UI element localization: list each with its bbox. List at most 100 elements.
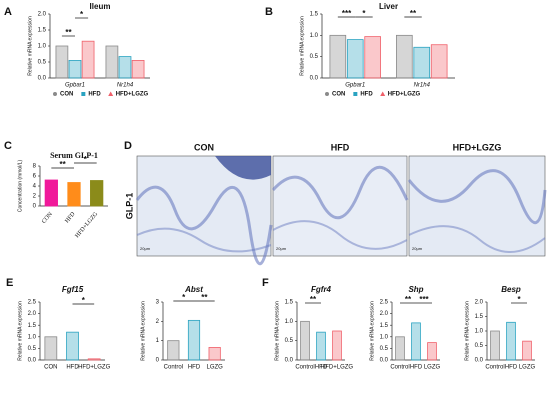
x-tick-label: HFD xyxy=(64,211,77,225)
x-tick-label: LGZG xyxy=(519,365,536,371)
chart-title: Besp xyxy=(501,285,521,294)
significance-label: ** xyxy=(60,160,67,169)
y-tick-label: 2.5 xyxy=(380,300,389,306)
legend-label: CON xyxy=(60,92,73,98)
legend-marker xyxy=(81,92,86,96)
legend-label: HFD xyxy=(88,92,101,98)
y-tick-label: 0.5 xyxy=(28,346,37,352)
x-tick-label: HFD xyxy=(505,365,518,371)
y-tick-label: 0.5 xyxy=(38,60,47,66)
chart-title: Ileum xyxy=(90,2,111,11)
y-tick-label: 2 xyxy=(156,319,160,325)
legend-marker xyxy=(325,92,329,96)
y-tick-label: 6 xyxy=(33,174,37,180)
chart-title: Abst xyxy=(184,285,203,294)
bar xyxy=(187,319,201,361)
y-tick-label: 0.0 xyxy=(475,358,484,364)
chart-title: Shp xyxy=(408,285,423,294)
y-axis-label: Relative mRNA expression xyxy=(27,16,33,76)
y-tick-label: 0.0 xyxy=(285,358,294,364)
significance-label: ** xyxy=(405,295,412,304)
y-tick-label: 1.0 xyxy=(310,33,319,39)
x-tick-label: Gpbar1 xyxy=(65,83,85,89)
x-tick-label: HFD xyxy=(66,365,79,371)
x-tick-label: HFD xyxy=(410,365,423,371)
y-tick-label: 1.0 xyxy=(380,334,389,340)
image-column-label: HFD+LGZG xyxy=(453,142,502,152)
bar xyxy=(90,180,104,207)
x-tick-label: HFD xyxy=(188,365,201,371)
y-tick-label: 1.5 xyxy=(285,300,294,306)
significance-label: ** xyxy=(65,28,72,37)
x-tick-label: LGZG xyxy=(206,365,223,371)
significance-label: *** xyxy=(419,295,429,304)
bar xyxy=(430,44,448,79)
panel-letter: F xyxy=(262,277,269,289)
panel-letter: C xyxy=(4,140,12,152)
y-tick-label: 2 xyxy=(33,194,37,200)
micrograph xyxy=(135,155,273,266)
x-tick-label: LGZG xyxy=(424,365,441,371)
x-tick-label: HFD+LGZG xyxy=(321,365,354,371)
x-tick-label: HFD+LGZG xyxy=(78,365,111,371)
scale-bar-label: 20μm xyxy=(412,246,423,251)
y-tick-label: 0.0 xyxy=(380,358,389,364)
y-axis-label: Relative mRNA expression xyxy=(274,301,280,361)
legend-label: CON xyxy=(332,92,345,98)
y-axis-label: Relative mRNA expression xyxy=(299,16,305,76)
legend-marker xyxy=(380,91,386,96)
y-tick-label: 1.5 xyxy=(28,323,37,329)
significance-label: * xyxy=(82,296,86,305)
bar xyxy=(364,36,381,79)
bar xyxy=(522,340,532,361)
y-tick-label: 8 xyxy=(33,164,37,170)
bar xyxy=(208,347,221,361)
image-row-label: GLP-1 xyxy=(124,193,134,220)
significance-label: ** xyxy=(201,293,208,302)
legend-label: HFD+LGZG xyxy=(388,92,421,98)
x-tick-label: Control xyxy=(485,365,504,371)
x-tick-label: Nr1h4 xyxy=(117,83,134,89)
bar xyxy=(118,56,132,79)
y-tick-label: 1.5 xyxy=(310,12,319,18)
significance-label: * xyxy=(362,9,366,18)
y-tick-label: 0.5 xyxy=(285,338,294,344)
bar xyxy=(413,46,431,79)
significance-label: * xyxy=(182,293,186,302)
y-tick-label: 1.5 xyxy=(38,28,47,34)
legend-marker xyxy=(108,91,114,96)
x-tick-label: Nr1h4 xyxy=(414,83,431,89)
scale-bar-label: 20μm xyxy=(140,246,151,251)
x-tick-label: HFD xyxy=(315,365,328,371)
x-tick-label: Gpbar1 xyxy=(345,83,365,89)
y-axis-label: Concentration (mmol/L) xyxy=(17,160,23,213)
x-tick-label: Control xyxy=(390,365,409,371)
y-tick-label: 4 xyxy=(33,184,37,190)
bar xyxy=(131,60,145,79)
y-axis-label: Relative mRNA expression xyxy=(17,301,23,361)
chart-title: Fgf15 xyxy=(62,285,84,294)
panel-letter: A xyxy=(4,6,12,18)
chart-title: Liver xyxy=(379,2,398,11)
y-tick-label: 2.0 xyxy=(380,311,389,317)
bar xyxy=(68,60,82,79)
y-tick-label: 2.5 xyxy=(28,300,37,306)
y-tick-label: 0.0 xyxy=(38,76,47,82)
bar xyxy=(332,330,342,361)
bar xyxy=(105,45,119,79)
bar xyxy=(427,342,437,361)
y-tick-label: 1.0 xyxy=(38,44,47,50)
y-tick-label: 0.0 xyxy=(310,76,319,82)
x-tick-label: CON xyxy=(41,211,54,225)
x-tick-label: Control xyxy=(295,365,314,371)
significance-label: *** xyxy=(342,9,352,18)
y-axis-label: Relative mRNA expression xyxy=(140,301,146,361)
panel-letter: E xyxy=(6,277,13,289)
bar xyxy=(44,336,58,361)
y-axis-label: Relative mRNA expression xyxy=(464,301,470,361)
bar xyxy=(329,34,347,79)
y-tick-label: 1.0 xyxy=(285,319,294,325)
y-tick-label: 1 xyxy=(156,338,160,344)
bar xyxy=(67,182,81,207)
